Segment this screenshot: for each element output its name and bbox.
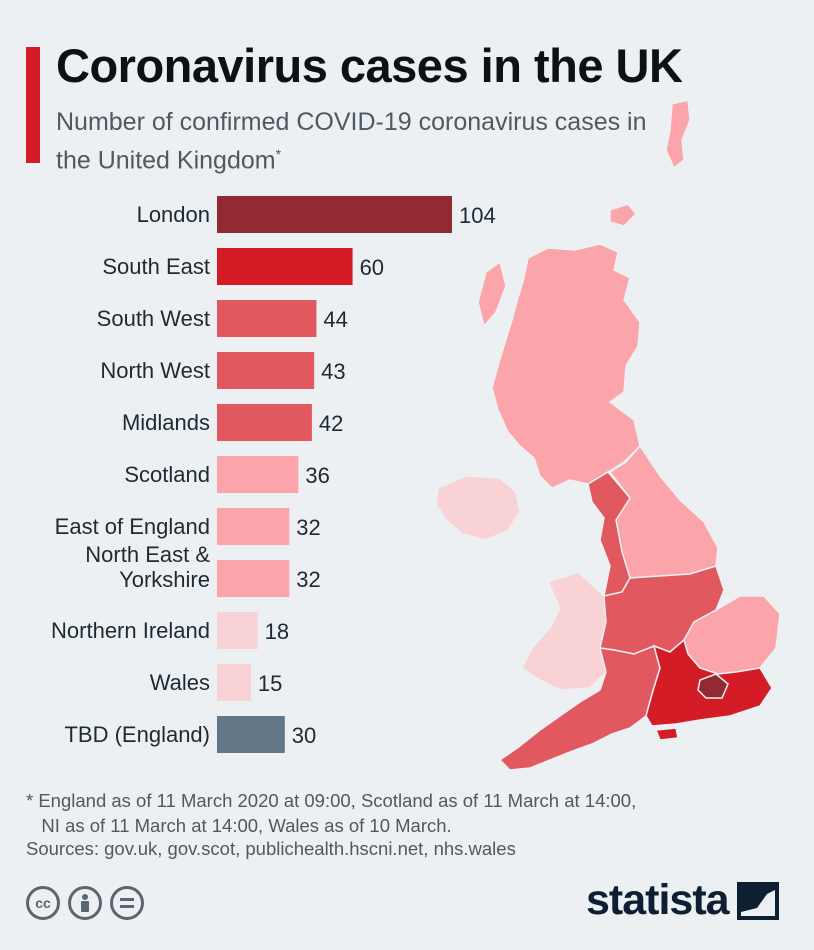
- value-label-london: 104: [459, 203, 496, 228]
- value-label-midlands: 42: [319, 411, 343, 436]
- value-label-wales: 15: [258, 671, 282, 696]
- map-northern-ireland: [435, 475, 521, 541]
- value-label-north-east-yorkshire: 32: [296, 567, 320, 592]
- no-derivatives-icon[interactable]: [110, 886, 144, 920]
- category-label-south-east: South East: [102, 254, 210, 279]
- cc-icon[interactable]: cc: [26, 886, 60, 920]
- attribution-icon[interactable]: [68, 886, 102, 920]
- bar-northern-ireland: [217, 612, 258, 649]
- brand-name: statista: [586, 876, 730, 924]
- bar-north-east-yorkshire: [217, 560, 290, 597]
- page-subtitle: Number of confirmed COVID-19 coronavirus…: [56, 106, 656, 176]
- map-scotland: [491, 243, 641, 489]
- subtitle-footnote-mark: *: [275, 146, 282, 162]
- bar-london: [217, 196, 452, 233]
- category-label-wales: Wales: [150, 670, 210, 695]
- map-hebrides: [477, 260, 507, 328]
- uk-region-map: [435, 99, 781, 771]
- bar-south-east: [217, 248, 353, 285]
- map-orkney: [609, 203, 638, 227]
- value-label-northern-ireland: 18: [265, 619, 289, 644]
- subtitle-text: Number of confirmed COVID-19 coronavirus…: [56, 108, 647, 175]
- category-label-scotland: Scotland: [124, 462, 210, 487]
- bar-chart: London 104 South East 60 South West 44 North W…: [51, 196, 496, 753]
- page-title: Coronavirus cases in the UK: [56, 39, 683, 92]
- footnote: * England as of 11 March 2020 at 09:00, …: [26, 790, 637, 836]
- category-label-north-west: North West: [100, 358, 210, 383]
- category-label-east-of-england: East of England: [55, 514, 210, 539]
- statista-logo-icon: [736, 881, 779, 920]
- bar-wales: [217, 664, 251, 701]
- bar-midlands: [217, 404, 312, 441]
- value-label-east-of-england: 32: [296, 515, 320, 540]
- statista-brand[interactable]: statista: [586, 876, 779, 925]
- category-label-northern-ireland: Northern Ireland: [51, 618, 210, 643]
- equals-glyph: [120, 898, 134, 908]
- category-label-north-east-yorkshire: North East & Yorkshire: [85, 542, 210, 592]
- category-label-south-west: South West: [97, 306, 210, 331]
- person-glyph: [81, 894, 89, 912]
- accent-bar: [26, 47, 40, 163]
- value-label-south-west: 44: [323, 307, 347, 332]
- category-label-london: London: [137, 202, 210, 227]
- bar-east-of-england: [217, 508, 290, 545]
- sources-text: Sources: gov.uk, gov.scot, publichealth.…: [26, 838, 516, 859]
- map-london: [697, 673, 729, 699]
- map-shetland: [665, 99, 691, 170]
- category-label-tbd-england: TBD (England): [64, 722, 210, 747]
- bar-south-west: [217, 300, 317, 337]
- value-label-south-east: 60: [360, 255, 384, 280]
- bar-scotland: [217, 456, 299, 493]
- value-label-scotland: 36: [305, 463, 329, 488]
- map-isle-of-wight: [654, 727, 679, 741]
- bar-north-west: [217, 352, 315, 389]
- category-label-midlands: Midlands: [122, 410, 210, 435]
- value-label-tbd-england: 30: [292, 723, 316, 748]
- license-icons: cc: [26, 886, 144, 920]
- bar-tbd-england: [217, 716, 285, 753]
- value-label-north-west: 43: [321, 359, 345, 384]
